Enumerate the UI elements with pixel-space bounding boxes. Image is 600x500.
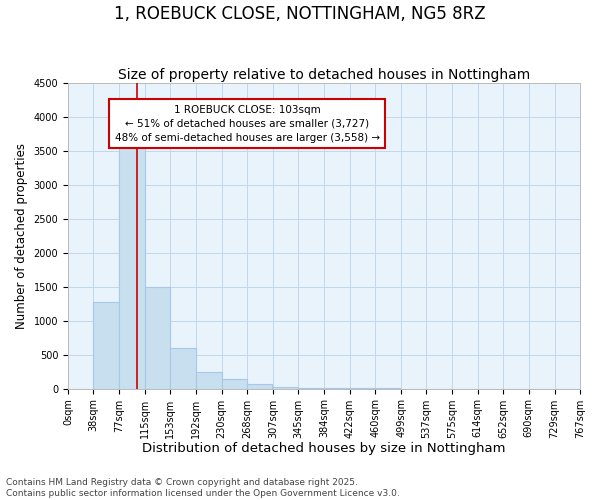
Text: 1 ROEBUCK CLOSE: 103sqm
← 51% of detached houses are smaller (3,727)
48% of semi: 1 ROEBUCK CLOSE: 103sqm ← 51% of detache… xyxy=(115,104,380,142)
Bar xyxy=(145,288,170,388)
Bar xyxy=(273,386,298,388)
Bar xyxy=(170,348,196,389)
Bar xyxy=(247,384,272,388)
Text: 1, ROEBUCK CLOSE, NOTTINGHAM, NG5 8RZ: 1, ROEBUCK CLOSE, NOTTINGHAM, NG5 8RZ xyxy=(114,5,486,23)
Title: Size of property relative to detached houses in Nottingham: Size of property relative to detached ho… xyxy=(118,68,530,82)
X-axis label: Distribution of detached houses by size in Nottingham: Distribution of detached houses by size … xyxy=(142,442,506,455)
Bar xyxy=(221,379,247,388)
Y-axis label: Number of detached properties: Number of detached properties xyxy=(15,143,28,329)
Bar xyxy=(119,148,145,388)
Bar xyxy=(94,302,119,388)
Text: Contains HM Land Registry data © Crown copyright and database right 2025.
Contai: Contains HM Land Registry data © Crown c… xyxy=(6,478,400,498)
Bar xyxy=(196,372,221,388)
